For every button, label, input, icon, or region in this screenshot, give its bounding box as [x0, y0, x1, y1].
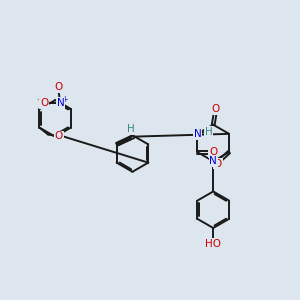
- Text: N: N: [209, 156, 217, 166]
- Text: H: H: [205, 127, 212, 137]
- Text: +: +: [61, 95, 68, 104]
- Text: O: O: [55, 82, 63, 92]
- Text: O: O: [214, 159, 222, 169]
- Text: O: O: [40, 98, 48, 108]
- Text: H: H: [127, 124, 134, 134]
- Text: −: −: [36, 95, 43, 104]
- Text: O: O: [209, 147, 217, 157]
- Text: O: O: [55, 131, 63, 141]
- Text: HO: HO: [205, 239, 221, 249]
- Text: N: N: [194, 129, 201, 139]
- Text: N: N: [57, 98, 64, 108]
- Text: O: O: [211, 104, 220, 114]
